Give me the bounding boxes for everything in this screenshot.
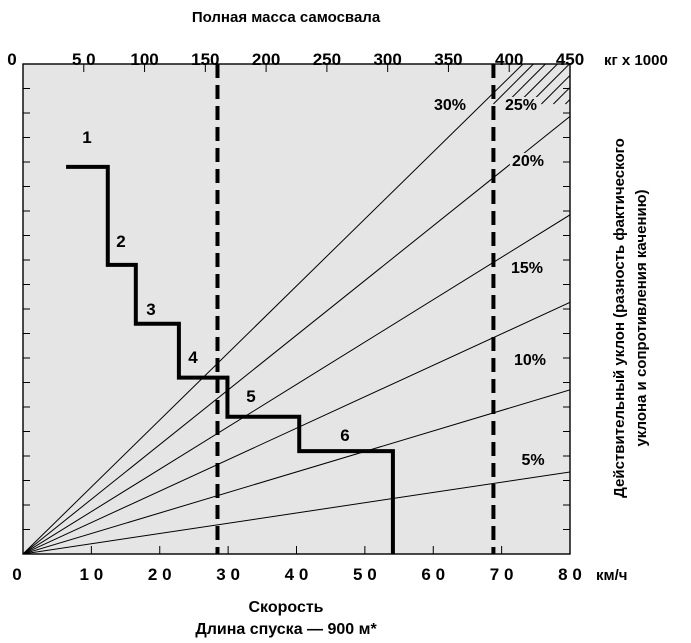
bottom-tick-label: 5 0 [353,565,377,584]
step-polyline [66,164,395,554]
grade-label: 30% [434,97,466,114]
top-tick-label: 100 [130,50,158,69]
grade-label: 5% [521,452,544,469]
descent-length-label: Длина спуска — 900 м* [195,621,377,638]
reference-lines [215,64,496,554]
bottom-tick-label: 7 0 [490,565,514,584]
step-label-3: 3 [146,300,155,319]
plot-border [22,63,571,555]
bottom-tick-label: 3 0 [216,565,240,584]
hatch-line [577,64,617,104]
grade-line-5% [23,471,570,554]
step-label-6: 6 [340,426,349,445]
hatch-line [541,74,570,105]
step-curve [66,164,395,554]
right-axis-label-line1: Действительный уклон (разность фактическ… [611,138,628,498]
grade-label-bg [511,352,549,369]
chart-title: Полная масса самосвала [192,9,381,26]
top-tick-label: 450 [556,50,584,69]
hatch-line [661,64,691,104]
step-label-2: 2 [116,232,125,251]
grade-label: 15% [511,260,543,277]
top-tick-label: 250 [313,50,341,69]
grade-label: 10% [514,352,546,369]
hatch-line [553,86,570,105]
hatch-line [685,64,691,104]
hatch-line [565,98,570,105]
hatch-line [637,64,677,104]
bottom-tick-label: 8 0 [558,565,582,584]
top-axis-unit: кг х 1000 [604,52,668,69]
step-label-5: 5 [246,387,255,406]
top-tick-label: 150 [191,50,219,69]
bottom-tick-label: 0 [12,565,21,584]
bottom-tick-label: 4 0 [285,565,309,584]
hatch-line [493,64,534,105]
hatch-line [649,64,689,104]
grade-lines [23,64,570,554]
plot-area [23,64,570,554]
step-labels: 1 2 3 4 5 6 [82,128,349,445]
x-axis-label: Скорость [248,599,323,616]
grade-label-bg [509,153,547,170]
grade-label-bg [508,260,546,277]
hatch-line [613,64,653,104]
bottom-tick-label: 6 0 [421,565,445,584]
grade-line-30% [23,64,524,554]
grade-line-10% [23,389,570,554]
grade-label: 25% [505,97,537,114]
grade-labels: 5% 10% 15% 20% 25% 30% [431,97,549,469]
step-label-4: 4 [188,348,198,367]
grade-line-20% [23,214,570,554]
bottom-tick-label: 1 0 [80,565,104,584]
right-axis-label-line2: уклона и сопротивления качению) [633,189,650,446]
hatch-line [673,64,691,104]
hatch-line [601,64,641,104]
grade-line-15% [23,301,570,554]
grade-label-bg [519,452,547,469]
top-tick-label: 200 [252,50,280,69]
top-tick-label: 0 [7,50,16,69]
step-label-1: 1 [82,128,91,147]
hatch-line [625,64,665,104]
top-tick-label: 400 [495,50,523,69]
bottom-tick-label: 2 0 [148,565,172,584]
top-tick-label: 350 [434,50,462,69]
grade-line-25% [23,116,570,554]
grade-label-bg [502,97,540,114]
hatch-line [589,64,629,104]
bottom-axis-unit: км/ч [596,567,627,584]
bottom-axis-tick-labels: 0 1 0 2 0 3 0 4 0 5 0 6 0 7 0 8 0 [12,565,582,584]
grade-label-bg [431,97,469,114]
top-tick-label: 5 0 [72,50,96,69]
top-tick-label: 300 [373,50,401,69]
grade-label: 20% [512,153,544,170]
